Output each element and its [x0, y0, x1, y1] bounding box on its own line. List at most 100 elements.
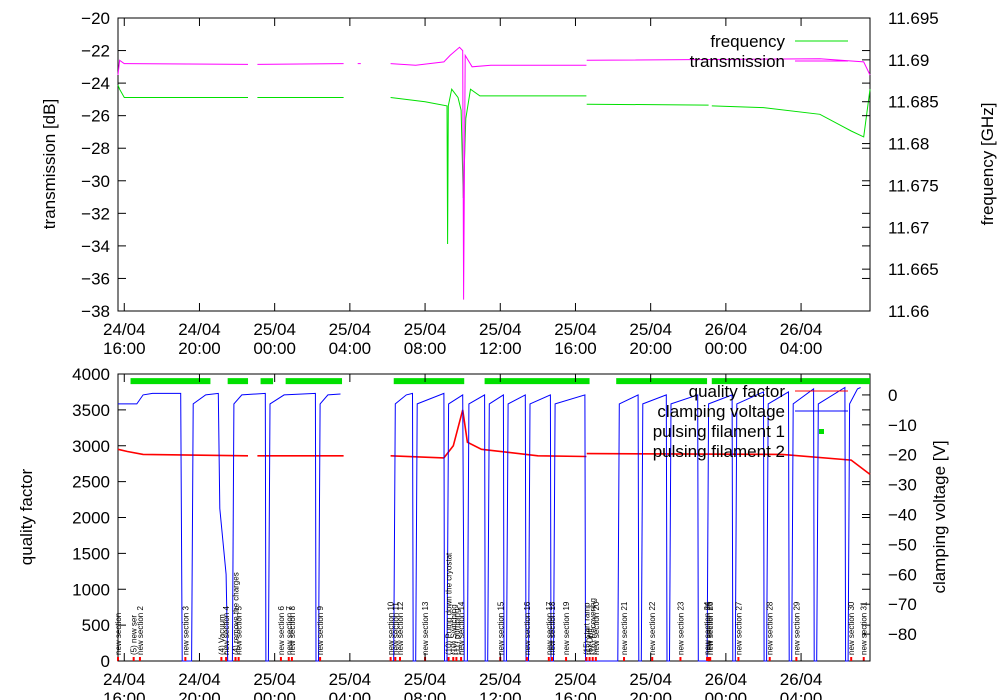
annotation-label: new section 18 [548, 601, 557, 655]
annotation-label: new section 6 [277, 606, 286, 655]
x-tick-label-time: 04:00 [329, 339, 372, 358]
annotation-label: new section 5 [235, 606, 244, 655]
x-tick-label-time: 08:00 [404, 689, 447, 700]
x-tick-label-date: 25/04 [554, 320, 597, 339]
y-tick-label: 4000 [72, 365, 110, 384]
y2-tick-label: 11.685 [888, 93, 939, 112]
legend-swatch-pulsing-filament-1 [819, 429, 824, 434]
series-line-transmission [586, 58, 871, 76]
series-line-transmission [390, 46, 587, 300]
x-tick-label-time: 16:00 [103, 339, 146, 358]
x-tick-label-date: 26/04 [705, 320, 748, 339]
y2-tick-label: 11.665 [888, 260, 939, 279]
x-tick-label-time: 20:00 [178, 689, 221, 700]
annotation-label: (15) start ramp [582, 602, 591, 655]
x-tick-label-date: 26/04 [780, 320, 823, 339]
annotation-label: new section 27 [734, 601, 743, 655]
x-tick-label-date: 26/04 [780, 670, 823, 689]
annotation-label: (4) Vacuum [217, 614, 226, 655]
annotation-label: new section 23 [676, 601, 685, 655]
y-tick-label: 3500 [72, 401, 110, 420]
x-tick-label-date: 26/04 [705, 670, 748, 689]
annotation-label: new section 10 [387, 601, 396, 655]
y-tick-label: −26 [81, 107, 110, 126]
bottom-y-ticks: 0 500 1000 1500 2000 2500 3000 3500 4000 [72, 365, 870, 671]
y-tick-label: −34 [81, 237, 110, 256]
y2-tick-label: −50 [888, 535, 917, 554]
series-line-frequency [711, 89, 871, 138]
bottom-y2-ticks: −80 −70 −60 −50 −40 −30 −20 −10 0 [862, 386, 917, 644]
y-tick-label: −20 [81, 9, 110, 28]
x-tick-label-time: 08:00 [404, 339, 447, 358]
annotation-label: new section 13 [421, 601, 430, 655]
annotation-label: new section 29 [792, 601, 801, 655]
annotation-label: new section 11 [391, 602, 400, 655]
annotation-label: new section 7 [285, 606, 294, 655]
y-tick-label: −24 [81, 74, 110, 93]
y2-tick-label: −70 [888, 595, 917, 614]
y2-tick-label: 11.68 [888, 135, 929, 154]
x-tick-label-time: 16:00 [554, 339, 597, 358]
x-tick-label-time: 04:00 [329, 689, 372, 700]
series-line-clamping-voltage [118, 392, 341, 662]
annotation-label: new section 9 [316, 606, 325, 655]
y2-tick-label: −80 [888, 625, 917, 644]
y-tick-label: 0 [101, 652, 110, 671]
annotation-label: new section 31 [860, 601, 869, 655]
annotation-label: new section 16 [523, 601, 532, 655]
bottom-legend: quality factor clamping voltage pulsing … [653, 382, 848, 461]
y-tick-label: 500 [82, 616, 110, 635]
annotation-label: (4) remove the charges [232, 572, 241, 655]
bottom-series-group [117, 386, 871, 662]
annotation-label: new section 22 [648, 601, 657, 655]
annotation-label: (10) Pump down the cryostat [445, 552, 454, 655]
x-tick-label-date: 25/04 [329, 670, 372, 689]
y-tick-label: −38 [81, 302, 110, 321]
y-tick-label: 2000 [72, 509, 110, 528]
bottom-x-ticks: 24/0416:0024/0420:0025/0400:0025/0404:00… [103, 374, 822, 700]
y-tick-label: −22 [81, 42, 110, 61]
legend-label-pulsing-filament-1: pulsing filament 1 [653, 422, 785, 441]
x-tick-label-date: 25/04 [404, 320, 447, 339]
x-tick-label-time: 16:00 [554, 689, 597, 700]
x-tick-label-date: 25/04 [404, 670, 447, 689]
top-series-group [117, 46, 871, 300]
annotation-label: (5) Drift [586, 628, 595, 655]
x-tick-label-time: 20:00 [629, 339, 672, 358]
top-panel: −38−36−34−32−30−28−26−24−22−20 11.6611.6… [40, 9, 997, 358]
x-tick-label-date: 24/04 [103, 320, 146, 339]
y-tick-label: −32 [81, 204, 110, 223]
y2-tick-label: 11.67 [888, 218, 929, 237]
series-line-quality-factor [586, 452, 871, 476]
x-tick-label-time: 04:00 [780, 689, 823, 700]
x-tick-label-time: 00:00 [705, 689, 748, 700]
top-y2-ticks: 11.66 11.665 11.67 11.675 11.68 11.685 11.69 11… [862, 9, 939, 321]
x-tick-label-date: 24/04 [103, 670, 146, 689]
x-tick-label-time: 00:00 [253, 339, 296, 358]
x-tick-label-date: 25/04 [479, 670, 522, 689]
series-line-frequency [586, 103, 709, 106]
annotation-label: new section 15 [496, 601, 505, 655]
legend-label-clamping-voltage: clamping voltage [657, 402, 785, 421]
annotation-label: (11) pumping [452, 608, 461, 655]
bottom-y-axis-title: quality factor [17, 468, 36, 565]
x-tick-label-time: 00:00 [705, 339, 748, 358]
annotation-label: new section 28 [766, 601, 775, 655]
annotation-label: new section 12 [396, 601, 405, 655]
x-tick-label-date: 25/04 [253, 320, 296, 339]
top-y-ticks: −38 −36 −34 −32 −30 −28 −26 −24 −22 −20 [81, 9, 870, 321]
y2-tick-label: 11.66 [888, 302, 929, 321]
x-tick-label-date: 25/04 [629, 670, 672, 689]
y2-tick-label: 11.695 [888, 9, 939, 28]
x-tick-label-date: 25/04 [629, 320, 672, 339]
x-tick-label-date: 25/04 [329, 320, 372, 339]
y2-tick-label: −60 [888, 565, 917, 584]
top-y-axis-title: transmission [dB] [40, 99, 59, 229]
y-tick-label: 2500 [72, 473, 110, 492]
annotation-label: (16) Recovering [589, 598, 598, 655]
x-tick-label-date: 24/04 [178, 320, 221, 339]
series-line-quality-factor [117, 448, 249, 457]
series-line-quality-factor [390, 409, 587, 459]
